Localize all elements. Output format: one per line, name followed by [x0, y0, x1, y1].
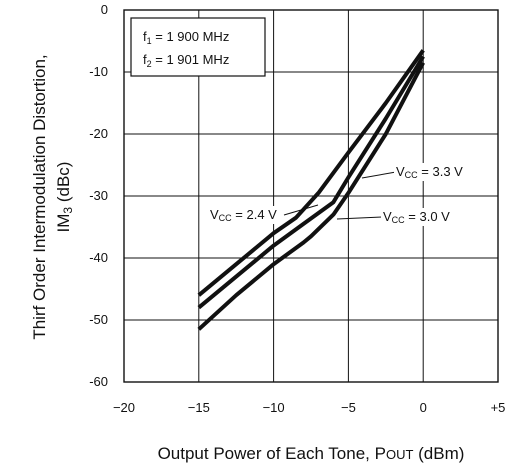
series-line-vcc-2-4-v [197, 49, 425, 297]
series-label-vcc-3-0: VCC = 3.0 V [383, 209, 450, 225]
leader-line-vcc-3-3 [361, 171, 397, 179]
x-tick-label: −10 [263, 400, 285, 415]
x-tick-label: −15 [188, 400, 210, 415]
series-label-vcc-2-4: VCC = 2.4 V [210, 207, 277, 223]
annotation-vcc-3-0: VCC = 3.0 V [336, 208, 453, 226]
series-label-vcc-3-3: VCC = 3.3 V [396, 164, 463, 180]
legend-line-f2: f2 = 1 901 MHz [143, 52, 229, 69]
y-tick-label: -50 [89, 312, 108, 327]
x-tick-label: −20 [113, 400, 135, 415]
x-tick-label: −5 [341, 400, 356, 415]
annotation-vcc-2-4: VCC = 2.4 V [208, 204, 319, 224]
x-tick-label: +5 [491, 400, 506, 415]
y-tick-label: -30 [89, 188, 108, 203]
annotation-vcc-3-3: VCC = 3.3 V [361, 163, 466, 181]
x-tick-label: 0 [420, 400, 427, 415]
y-tick-label: -10 [89, 64, 108, 79]
legend-box: f1 = 1 900 MHz f2 = 1 901 MHz [130, 17, 266, 77]
y-tick-label: -60 [89, 374, 108, 389]
series-layer [197, 49, 425, 331]
series-line-vcc-3-0-v [197, 61, 425, 331]
series-line-vcc-3-3-v [197, 55, 425, 310]
y-tick-label: -40 [89, 250, 108, 265]
legend-line-f1: f1 = 1 900 MHz [143, 29, 229, 46]
leader-line-vcc-3-0 [336, 216, 384, 220]
plot-frame [123, 9, 499, 383]
x-axis-title: Output Power of Each Tone, POUT (dBm) [158, 444, 465, 463]
y-tick-label: -20 [89, 126, 108, 141]
y-axis-title: Thirf Order Intermodulation Distortion, … [30, 54, 75, 339]
y-tick-label: 0 [101, 2, 108, 17]
tick-labels: −20 −15 −10 −5 0 +5 0 -10 -20 -30 -40 -50 -60 [89, 2, 505, 415]
y-axis-title-line-1: Thirf Order Intermodulation Distortion, [30, 54, 49, 339]
y-axis-title-line-2: IM3 (dBc) [54, 162, 75, 233]
leader-line-vcc-2-4 [283, 204, 319, 216]
